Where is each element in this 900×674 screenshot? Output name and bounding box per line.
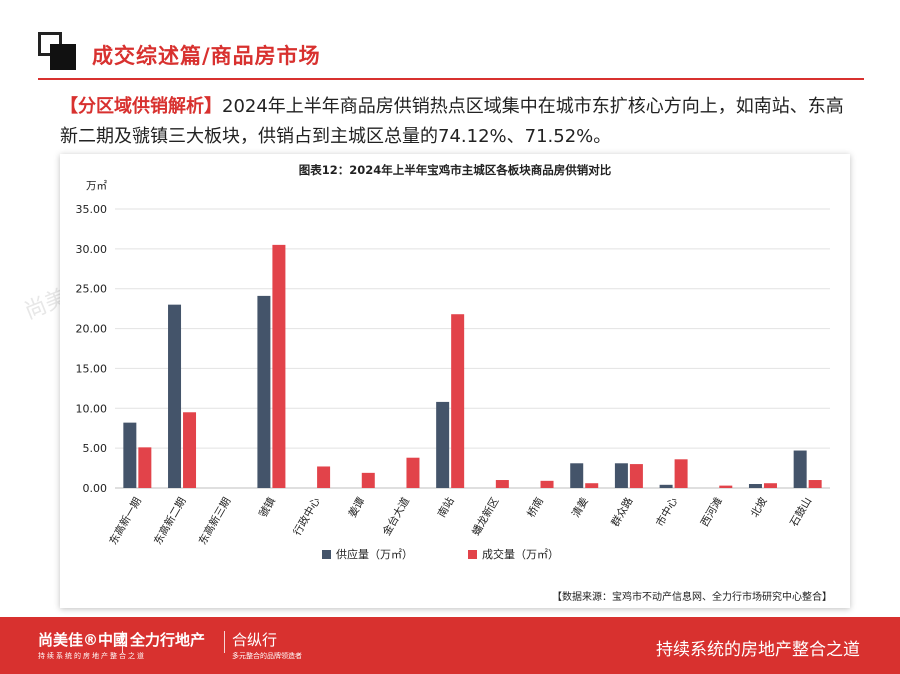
intro-paragraph: 【分区域供销解析】2024年上半年商品房供销热点区域集中在城市东扩核心方向上，如… bbox=[60, 92, 860, 152]
sales-bar bbox=[540, 480, 554, 488]
x-tick-label: 南站 bbox=[435, 495, 457, 520]
chart-title: 图表12：2024年上半年宝鸡市主城区各板块商品房供销对比 bbox=[298, 163, 612, 177]
x-tick-label: 清姜 bbox=[569, 495, 591, 520]
supply-bar bbox=[748, 484, 762, 488]
x-tick-label: 东高新二期 bbox=[151, 495, 189, 547]
legend-label: 供应量（万㎡） bbox=[336, 547, 413, 561]
y-tick-label: 5.00 bbox=[83, 442, 108, 455]
supply-bar bbox=[570, 463, 584, 488]
sales-bar bbox=[585, 483, 599, 488]
sales-bar bbox=[629, 464, 643, 488]
y-tick-label: 30.00 bbox=[76, 243, 108, 256]
x-tick-label: 蟠龙新区 bbox=[469, 495, 501, 538]
sales-bar bbox=[451, 314, 465, 488]
legend-label: 成交量（万㎡） bbox=[482, 547, 559, 561]
header-divider bbox=[38, 78, 864, 80]
footer-brand-shangmeijia: 尚美佳®中國 bbox=[38, 631, 129, 649]
legend-swatch bbox=[322, 550, 331, 559]
y-tick-label: 35.00 bbox=[76, 203, 108, 216]
x-tick-label: 东高新三期 bbox=[196, 495, 234, 547]
supply-bar bbox=[168, 304, 182, 488]
sales-bar bbox=[719, 485, 733, 488]
bar-chart: 35.0030.0025.0020.0015.0010.005.000.00东高… bbox=[76, 203, 830, 561]
intro-tag: 【分区域供销解析】 bbox=[60, 96, 222, 117]
footer-brand-quanlixing: 全力行地产 bbox=[130, 631, 206, 649]
sales-bar bbox=[317, 466, 331, 488]
x-tick-label: 市中心 bbox=[653, 495, 680, 529]
page-title: 成交综述篇/商品房市场 bbox=[92, 44, 321, 68]
x-tick-label: 姜谭 bbox=[346, 495, 368, 520]
header-logo-icon bbox=[38, 32, 76, 70]
footer-brand-hezongxing: 合纵行 bbox=[232, 631, 278, 649]
x-tick-label: 西河滩 bbox=[698, 495, 725, 529]
sales-bar bbox=[183, 412, 197, 488]
y-tick-label: 15.00 bbox=[76, 362, 108, 375]
sales-bar bbox=[406, 457, 420, 488]
chart-panel: 图表12：2024年上半年宝鸡市主城区各板块商品房供销对比 万㎡ 35.00 30… bbox=[60, 154, 850, 608]
y-unit-label: 万㎡ bbox=[86, 180, 107, 192]
legend-swatch bbox=[468, 550, 477, 559]
x-tick-label: 虢镇 bbox=[256, 495, 278, 520]
supply-bar bbox=[793, 450, 807, 488]
footer-brand3-sub: 多元整合的品牌领造者 bbox=[232, 652, 302, 660]
supply-bar bbox=[436, 401, 450, 488]
x-tick-label: 行政中心 bbox=[290, 495, 323, 538]
footer-slogan: 持续系统的房地产整合之道 bbox=[656, 640, 860, 660]
footer-brand-sub: 持续系统的房地产整合之道 bbox=[38, 652, 146, 660]
x-tick-label: 北坡 bbox=[748, 495, 770, 520]
intro-text: 2024年上半年商品房供销热点区域集中在城市东扩核心方向上，如南站、东高新二期及… bbox=[60, 96, 844, 147]
y-tick-label: 0.00 bbox=[83, 482, 108, 495]
y-tick-label: 20.00 bbox=[76, 323, 108, 336]
sales-bar bbox=[763, 483, 777, 488]
x-tick-label: 金台大道 bbox=[380, 495, 413, 538]
sales-bar bbox=[272, 244, 286, 488]
supply-bar bbox=[123, 422, 137, 488]
supply-bar bbox=[659, 484, 673, 488]
x-tick-label: 石鼓山 bbox=[787, 495, 814, 529]
y-tick-label: 25.00 bbox=[76, 283, 108, 296]
y-tick-label: 10.00 bbox=[76, 402, 108, 415]
footer-divider bbox=[224, 631, 225, 653]
x-tick-label: 群众路 bbox=[608, 495, 635, 529]
sales-bar bbox=[495, 480, 509, 488]
supply-bar bbox=[257, 295, 271, 488]
sales-bar bbox=[138, 447, 152, 488]
supply-bar bbox=[614, 463, 628, 488]
sales-bar bbox=[674, 459, 688, 488]
x-tick-label: 东高新一期 bbox=[106, 495, 144, 547]
x-tick-label: 桥南 bbox=[524, 495, 546, 520]
sales-bar bbox=[361, 472, 375, 488]
footer-divider bbox=[122, 631, 123, 653]
sales-bar bbox=[808, 480, 822, 488]
footer-bar: 尚美佳®中國 持续系统的房地产整合之道 全力行地产 合纵行 多元整合的品牌领造者… bbox=[0, 617, 900, 674]
source-note: 【数据来源：宝鸡市不动产信息网、全力行市场研究中心整合】 bbox=[552, 592, 832, 603]
